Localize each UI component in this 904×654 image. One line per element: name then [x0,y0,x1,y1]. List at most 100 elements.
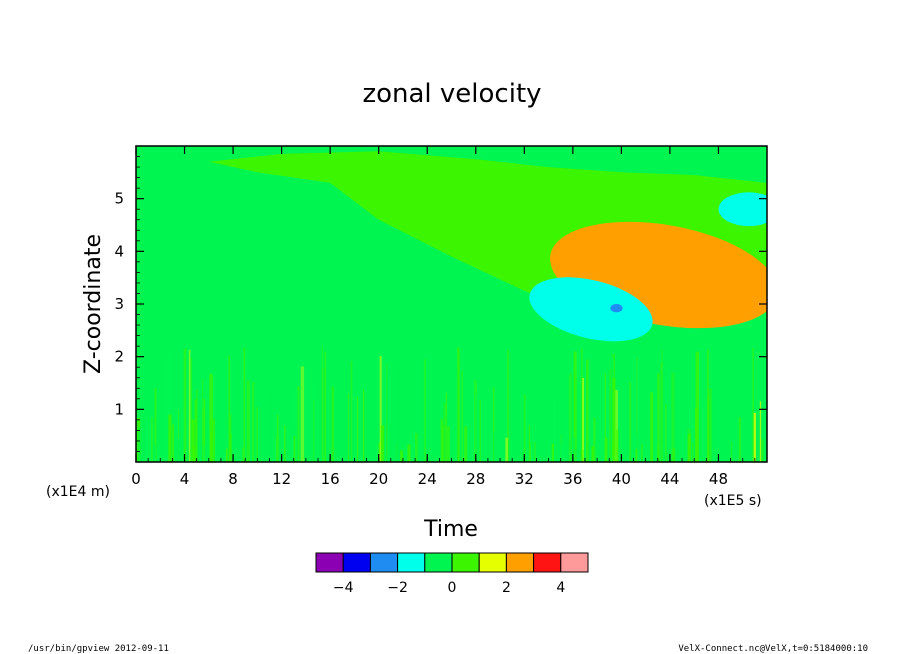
noise-streak [252,382,255,462]
plot-area [136,146,767,462]
colorbar: −4 −2 0 2 4 [315,552,589,596]
noise-streak [198,369,202,462]
noise-streak [389,371,392,462]
x-axis-unit: (x1E5 s) [704,493,762,509]
noise-streak [747,353,750,462]
x-tick-label: 0 [131,470,141,488]
noise-streak [551,443,555,462]
noise-streak [455,443,458,462]
noise-streak [415,432,418,462]
level-region-negative-upper [718,192,767,227]
noise-streak [447,426,450,462]
noise-streak [641,444,643,462]
colorbar-tick-label: 2 [502,580,511,596]
noise-streak [378,442,381,462]
y-axis-unit: (x1E4 m) [46,484,110,500]
noise-streak [660,362,663,462]
noise-streak [572,437,576,462]
noise-streak [242,447,244,462]
y-axis: 1 2 3 4 5 [114,156,767,463]
level-region-negative-spot [610,304,623,313]
noise-streak [423,359,427,462]
noise-streak [202,444,206,462]
noise-streak [457,347,460,462]
noise-streak [597,422,602,462]
colorbar-swatch [505,552,535,573]
colorbar-swatch [451,552,480,573]
noise-streak [665,404,667,462]
noise-streak [203,399,206,462]
chart-title: zonal velocity [362,79,541,109]
noise-streak [154,388,157,462]
noise-streak [479,400,481,462]
noise-streak [344,435,347,462]
noise-streak [636,357,638,462]
noise-streak [505,437,508,462]
noise-streak [353,427,356,462]
noise-streak [474,380,477,462]
noise-streak [722,432,725,462]
noise-streak [657,444,659,462]
noise-streak [441,425,445,462]
noise-streak [396,418,399,462]
noise-streak [515,448,517,462]
colorbar-swatch [397,552,426,573]
x-axis-label: Time [423,517,478,542]
noise-streak [224,420,228,462]
noise-streak [593,417,596,462]
noise-streak [560,413,562,462]
noise-streak [379,356,382,462]
colorbar-swatch [478,552,507,573]
noise-streak [255,407,258,462]
noise-streak [604,373,606,462]
noise-streak [236,354,240,462]
noise-streak [147,424,151,462]
noise-streak [507,349,510,462]
noise-streak [254,383,257,462]
footer-source: VelX-Connect.nc@VelX,t=0:5184000:10 [678,644,868,654]
noise-streak [706,349,709,462]
noise-streak [209,373,213,462]
noise-streak [211,418,215,462]
x-tick-label: 8 [228,470,238,488]
colorbar-swatch [424,552,453,573]
noise-streak [171,424,175,462]
y-tick-label: 3 [114,295,124,313]
noise-streak [380,425,385,462]
noise-streak [225,448,228,462]
noise-streak [216,374,219,462]
noise-streak [407,444,411,462]
noise-streak [167,352,170,462]
x-tick-label: 28 [466,470,485,488]
colorbar-swatch [342,552,371,573]
noise-streak [363,389,365,462]
noise-streak [177,438,180,462]
noise-streak [759,401,762,462]
noise-streak [536,431,541,462]
noise-streak [561,445,564,462]
noise-streak [528,424,531,462]
footer-command: /usr/bin/gpview 2012-09-11 [28,644,169,654]
field-layers [136,146,767,462]
noise-streak [655,411,658,462]
noise-streak [324,351,326,462]
noise-streak [671,372,675,462]
noise-streak [672,448,676,462]
noise-streak [663,372,665,462]
noise-streak [553,398,556,462]
noise-streak [394,402,398,462]
noise-streak [493,432,497,462]
noise-streak [581,348,583,462]
noise-streak [331,386,335,462]
noise-streak [293,435,297,462]
noise-streak [321,346,323,462]
noise-streak [761,439,764,462]
noise-streak [397,367,400,462]
x-tick-label: 40 [612,470,631,488]
noise-streak [635,433,638,462]
noise-streak [607,360,608,462]
noise-streak [356,396,359,462]
noise-streak [312,381,314,462]
noise-streak [591,446,594,462]
